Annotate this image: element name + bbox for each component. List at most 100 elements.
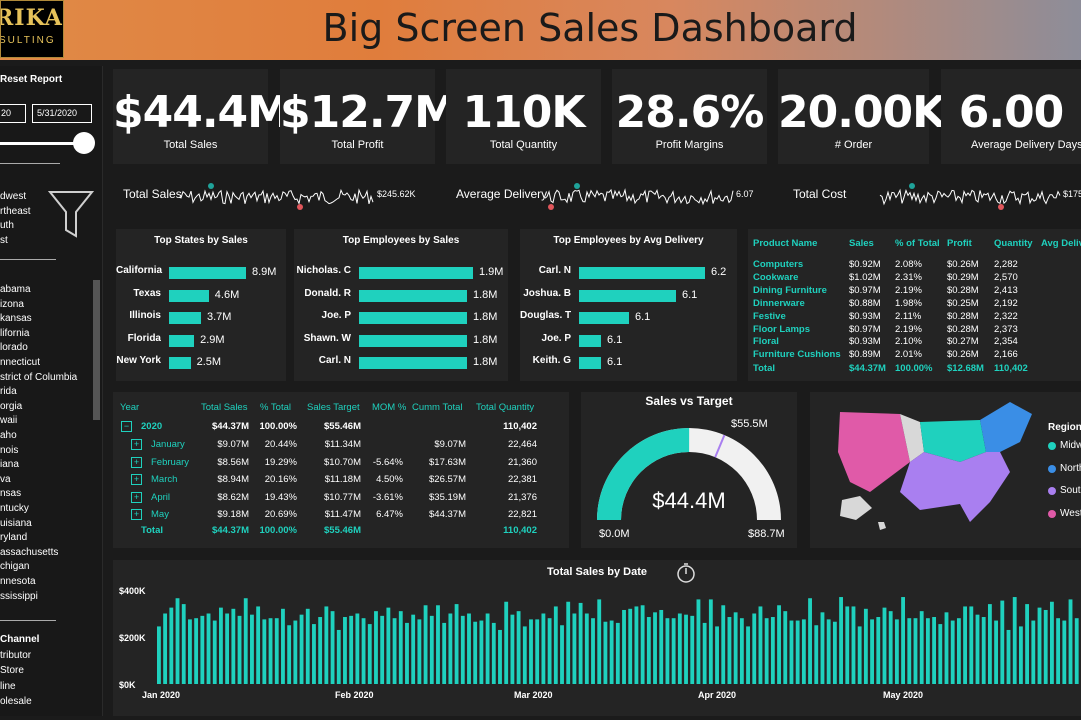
- matrix-row-label[interactable]: March: [151, 474, 178, 485]
- bar[interactable]: [777, 605, 781, 684]
- bar[interactable]: [820, 612, 825, 684]
- state-filter-item[interactable]: nsas: [0, 488, 22, 500]
- bar[interactable]: [591, 618, 595, 684]
- bar[interactable]: [293, 620, 298, 684]
- bar[interactable]: [336, 629, 341, 684]
- collapse-icon[interactable]: −: [121, 421, 132, 432]
- bar-row[interactable]: Texas 4.6M: [116, 288, 286, 302]
- bar-row[interactable]: Florida 2.9M: [116, 333, 286, 347]
- bar[interactable]: [925, 618, 930, 684]
- matrix-header[interactable]: Year: [120, 402, 140, 413]
- bar[interactable]: [677, 613, 682, 685]
- bar[interactable]: [1043, 609, 1048, 684]
- bar[interactable]: [888, 611, 893, 684]
- bar[interactable]: [932, 617, 937, 684]
- state-filter-item[interactable]: lorado: [0, 342, 28, 354]
- expand-icon[interactable]: +: [131, 491, 142, 503]
- region-filter-item[interactable]: dwest: [0, 191, 27, 202]
- bar[interactable]: [684, 614, 688, 684]
- channel-filter-item[interactable]: olesale: [0, 695, 32, 707]
- bar[interactable]: [622, 609, 626, 684]
- bar[interactable]: [225, 613, 230, 685]
- bar-row[interactable]: Carl. N 1.8M: [294, 355, 508, 369]
- matrix-row-label[interactable]: 2020: [141, 421, 163, 432]
- bar[interactable]: [467, 613, 471, 685]
- bar[interactable]: [938, 624, 943, 684]
- bar[interactable]: [262, 619, 267, 685]
- bar[interactable]: [1037, 607, 1042, 685]
- bar[interactable]: [882, 607, 887, 685]
- bar[interactable]: [863, 608, 868, 684]
- bar[interactable]: [870, 619, 874, 685]
- state-filter-item[interactable]: iana: [0, 459, 19, 471]
- bar[interactable]: [603, 621, 608, 684]
- bar-row[interactable]: Douglas. T 6.1: [520, 310, 737, 324]
- bar[interactable]: [578, 602, 583, 684]
- bar[interactable]: [1031, 620, 1036, 684]
- bar[interactable]: [851, 606, 856, 684]
- bar-row[interactable]: California 8.9M: [116, 265, 286, 279]
- bar[interactable]: [374, 611, 378, 684]
- expand-icon[interactable]: +: [131, 509, 142, 520]
- bar[interactable]: [417, 619, 422, 685]
- matrix-row-label[interactable]: May: [151, 509, 169, 520]
- matrix-header[interactable]: % Total: [260, 402, 291, 413]
- bar[interactable]: [894, 619, 899, 685]
- bar-row[interactable]: Joe. P 6.1: [520, 333, 737, 347]
- bar[interactable]: [200, 615, 205, 684]
- bar[interactable]: [411, 614, 416, 684]
- matrix-header[interactable]: Sales Target: [307, 402, 360, 413]
- state-filter-item[interactable]: nnecticut: [0, 357, 41, 368]
- bar[interactable]: [634, 606, 639, 684]
- table-row-name[interactable]: Floor Lamps: [753, 323, 811, 335]
- table-row-name[interactable]: Floral: [753, 336, 779, 348]
- bar[interactable]: [547, 618, 552, 684]
- bar[interactable]: [274, 618, 279, 684]
- reset-report-button[interactable]: Reset Report: [0, 74, 63, 85]
- bar[interactable]: [733, 612, 738, 684]
- bar[interactable]: [330, 611, 335, 684]
- bar[interactable]: [708, 599, 713, 684]
- bar[interactable]: [752, 613, 757, 685]
- bar[interactable]: [436, 605, 440, 684]
- bar[interactable]: [795, 620, 800, 684]
- bar[interactable]: [690, 615, 695, 684]
- bar[interactable]: [361, 618, 366, 684]
- bar[interactable]: [498, 629, 502, 684]
- matrix-row-label[interactable]: February: [151, 456, 190, 468]
- matrix-row-label[interactable]: January: [151, 439, 185, 450]
- state-filter-item[interactable]: waii: [0, 415, 18, 427]
- bar[interactable]: [981, 617, 986, 684]
- bar[interactable]: [671, 618, 676, 684]
- bar[interactable]: [876, 617, 881, 684]
- bar[interactable]: [343, 617, 347, 684]
- bar[interactable]: [355, 613, 360, 685]
- bar-row[interactable]: Illinois 3.7M: [116, 310, 286, 324]
- bar[interactable]: [535, 619, 540, 685]
- matrix-row-label[interactable]: April: [151, 491, 171, 503]
- bar[interactable]: [715, 626, 719, 684]
- table-header[interactable]: Product Name: [753, 238, 818, 249]
- bar[interactable]: [746, 626, 750, 684]
- expand-icon[interactable]: +: [131, 474, 142, 485]
- bar[interactable]: [194, 618, 199, 684]
- bar[interactable]: [212, 620, 217, 684]
- bar[interactable]: [801, 619, 806, 685]
- bar[interactable]: [1025, 604, 1030, 684]
- bar[interactable]: [857, 626, 862, 684]
- bar[interactable]: [157, 626, 161, 684]
- state-list-scrollbar[interactable]: [93, 280, 100, 420]
- bar[interactable]: [913, 618, 918, 684]
- filter-funnel-icon[interactable]: [48, 190, 94, 238]
- matrix-header[interactable]: Total Quantity: [476, 402, 535, 413]
- bar[interactable]: [386, 607, 391, 685]
- state-filter-item[interactable]: aho: [0, 430, 17, 441]
- bar[interactable]: [324, 606, 329, 684]
- bar[interactable]: [572, 613, 577, 685]
- bar[interactable]: [659, 609, 664, 684]
- bar[interactable]: [454, 604, 459, 684]
- bar[interactable]: [392, 618, 397, 684]
- bar-row[interactable]: Nicholas. C 1.9M: [294, 265, 508, 279]
- bar[interactable]: [169, 607, 174, 685]
- bar[interactable]: [721, 605, 726, 684]
